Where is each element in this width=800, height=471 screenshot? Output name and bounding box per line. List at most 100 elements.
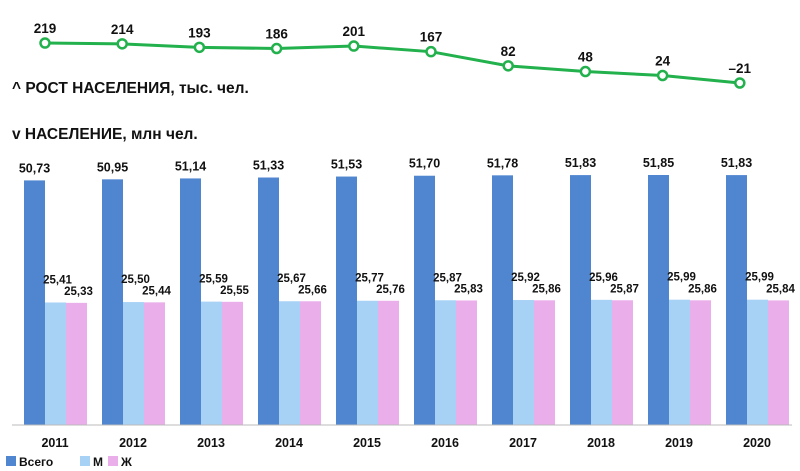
line-value-label: 219 bbox=[34, 21, 57, 36]
bars-layer: 50,73 50,95 51,14 51,33 51,53 51,70 51,78 51,83… bbox=[19, 156, 795, 425]
bar-Ж-2013 bbox=[222, 301, 243, 425]
bar-Ж-2012 bbox=[144, 302, 165, 425]
bar-Ж-2018 bbox=[612, 300, 633, 425]
x-tick-label: 2012 bbox=[119, 436, 147, 450]
x-tick-label: 2014 bbox=[275, 436, 303, 450]
legend-label: Всего bbox=[19, 455, 53, 469]
bar-value-label: 51,83 bbox=[565, 156, 596, 170]
bar-М-2018 bbox=[591, 299, 612, 425]
bar-value-label: 25,83 bbox=[454, 283, 483, 295]
bar-value-label: 25,86 bbox=[532, 283, 561, 295]
x-tick-label: 2011 bbox=[41, 436, 68, 450]
x-tick-label: 2017 bbox=[509, 436, 537, 450]
bar-Всего-2011 bbox=[24, 180, 45, 425]
bar-value-label: 25,66 bbox=[298, 284, 327, 296]
bar-value-label: 25,76 bbox=[376, 284, 405, 296]
line-point-2011 bbox=[39, 37, 51, 49]
bar-Всего-2014 bbox=[258, 177, 279, 425]
bar-value-label: 51,14 bbox=[175, 159, 206, 173]
bar-value-label: 51,53 bbox=[331, 158, 362, 172]
x-tick-label: 2013 bbox=[197, 436, 225, 450]
bar-value-label: 25,96 bbox=[589, 272, 618, 284]
bar-value-label: 25,55 bbox=[220, 285, 249, 297]
line-point-2012 bbox=[116, 38, 128, 50]
line-value-label: 24 bbox=[655, 54, 671, 69]
bar-М-2014 bbox=[279, 301, 300, 425]
legend-swatch bbox=[6, 456, 16, 466]
bar-М-2015 bbox=[357, 300, 378, 425]
bar-М-2013 bbox=[201, 301, 222, 425]
bar-value-label: 51,78 bbox=[487, 156, 518, 170]
bar-Ж-2019 bbox=[690, 300, 711, 425]
bar-Всего-2019 bbox=[648, 175, 669, 425]
bar-Ж-2011 bbox=[66, 302, 87, 425]
bar-value-label: 25,33 bbox=[64, 286, 93, 298]
bar-Ж-2016 bbox=[456, 300, 477, 425]
line-point-2019 bbox=[656, 69, 669, 82]
line-point-2018 bbox=[579, 65, 592, 78]
bar-chart-title: v НАСЕЛЕНИЕ, млн чел. bbox=[12, 126, 198, 143]
bar-value-label: 25,41 bbox=[43, 274, 72, 286]
bar-value-label: 51,70 bbox=[409, 157, 440, 171]
legend-label: Ж bbox=[120, 455, 132, 469]
bar-value-label: 25,99 bbox=[667, 272, 696, 284]
line-chart-title: ^ РОСТ НАСЕЛЕНИЯ, тыс. чел. bbox=[12, 80, 249, 97]
bar-value-label: 25,77 bbox=[355, 273, 384, 285]
bar-value-label: 25,84 bbox=[766, 283, 795, 295]
x-tick-label: 2016 bbox=[431, 436, 459, 450]
line-value-label: –21 bbox=[729, 61, 752, 76]
line-value-label: 82 bbox=[501, 44, 516, 59]
x-tick-label: 2018 bbox=[587, 436, 615, 450]
line-point-2014 bbox=[270, 42, 283, 55]
bar-Ж-2014 bbox=[300, 301, 321, 425]
bar-М-2017 bbox=[513, 300, 534, 425]
bar-value-label: 51,83 bbox=[721, 156, 752, 170]
bar-Всего-2012 bbox=[102, 179, 123, 425]
x-tick-label: 2020 bbox=[743, 436, 771, 450]
bar-Всего-2016 bbox=[414, 175, 435, 425]
bar-value-label: 25,59 bbox=[199, 274, 228, 286]
bar-value-label: 25,87 bbox=[433, 272, 462, 284]
bar-value-label: 51,33 bbox=[253, 159, 284, 173]
x-tick-label: 2019 bbox=[665, 436, 693, 450]
line-point-2020 bbox=[734, 77, 746, 89]
bar-value-label: 25,87 bbox=[610, 283, 639, 295]
x-tick-label: 2015 bbox=[353, 436, 381, 450]
line-value-label: 214 bbox=[111, 22, 134, 37]
bar-value-label: 25,44 bbox=[142, 285, 171, 297]
bar-Всего-2015 bbox=[336, 176, 357, 425]
bar-value-label: 25,50 bbox=[121, 274, 150, 286]
bar-value-label: 25,67 bbox=[277, 273, 306, 285]
bar-value-label: 25,92 bbox=[511, 272, 540, 284]
bar-Ж-2017 bbox=[534, 300, 555, 425]
bar-value-label: 25,99 bbox=[745, 272, 774, 284]
bar-value-label: 50,95 bbox=[97, 160, 128, 174]
bar-Всего-2013 bbox=[180, 178, 201, 425]
bar-М-2011 bbox=[45, 302, 66, 425]
legend-swatch bbox=[80, 456, 90, 466]
line-layer: 219 214 193 186 201 167 82 48 24 –21 bbox=[34, 21, 752, 89]
x-axis: 2011 2012 2013 2014 2015 2016 2017 2018 2019 2020 bbox=[12, 424, 792, 450]
line-value-label: 186 bbox=[265, 27, 288, 42]
bar-Всего-2020 bbox=[726, 175, 747, 425]
bar-Ж-2020 bbox=[768, 300, 789, 425]
legend-label: М bbox=[93, 455, 103, 469]
line-value-label: 201 bbox=[343, 24, 366, 39]
line-value-label: 167 bbox=[420, 30, 443, 45]
bar-value-label: 50,73 bbox=[19, 161, 50, 175]
bar-М-2016 bbox=[435, 300, 456, 425]
bar-Ж-2015 bbox=[378, 300, 399, 425]
line-value-label: 48 bbox=[578, 50, 594, 65]
bar-Всего-2018 bbox=[570, 175, 591, 425]
population-growth-line bbox=[44, 41, 740, 85]
bar-value-label: 25,86 bbox=[688, 283, 717, 295]
line-point-2017 bbox=[502, 60, 514, 72]
bar-М-2019 bbox=[669, 299, 690, 425]
bar-М-2012 bbox=[123, 302, 144, 425]
bar-value-label: 51,85 bbox=[643, 156, 674, 170]
legend: Всего М Ж bbox=[6, 455, 132, 469]
line-value-label: 193 bbox=[188, 25, 211, 40]
bar-М-2020 bbox=[747, 299, 768, 425]
